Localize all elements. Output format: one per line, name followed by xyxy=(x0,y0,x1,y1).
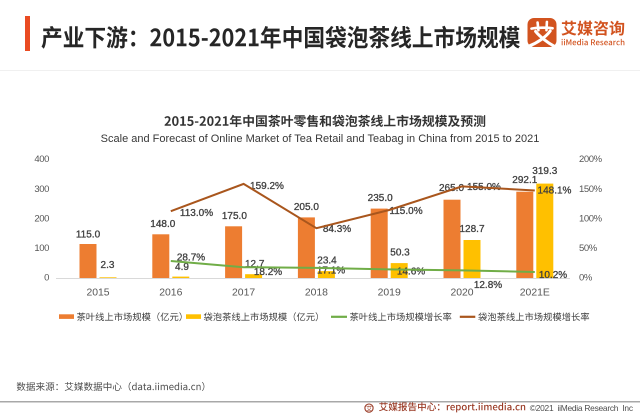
svg-text:400: 400 xyxy=(34,154,49,165)
svg-text:100%: 100% xyxy=(579,213,603,224)
svg-text:0: 0 xyxy=(44,272,49,283)
svg-text:319.3: 319.3 xyxy=(532,166,557,177)
svg-text:50%: 50% xyxy=(579,243,598,254)
svg-text:200%: 200% xyxy=(579,154,603,165)
svg-text:2.3: 2.3 xyxy=(101,260,115,271)
svg-text:205.0: 205.0 xyxy=(294,202,319,213)
svg-text:23.4: 23.4 xyxy=(317,256,337,267)
svg-text:84.3%: 84.3% xyxy=(323,224,351,235)
svg-text:2020: 2020 xyxy=(450,287,473,298)
svg-text:159.2%: 159.2% xyxy=(250,181,284,192)
svg-text:17.1%: 17.1% xyxy=(317,266,345,277)
svg-text:148.0: 148.0 xyxy=(150,219,175,230)
svg-text:148.1%: 148.1% xyxy=(538,186,572,197)
svg-text:4.9: 4.9 xyxy=(175,262,189,273)
svg-text:50.3: 50.3 xyxy=(390,248,410,259)
svg-text:100: 100 xyxy=(34,243,49,254)
svg-text:265.0: 265.0 xyxy=(439,183,464,194)
svg-text:18.2%: 18.2% xyxy=(254,267,282,278)
svg-text:200: 200 xyxy=(34,213,49,224)
svg-text:300: 300 xyxy=(34,184,49,195)
svg-text:2019: 2019 xyxy=(378,287,401,298)
svg-text:2018: 2018 xyxy=(305,287,328,298)
svg-text:2015: 2015 xyxy=(86,287,109,298)
svg-text:2021E: 2021E xyxy=(520,287,550,298)
svg-text:2016: 2016 xyxy=(159,287,182,298)
svg-text:235.0: 235.0 xyxy=(368,193,393,204)
svg-text:175.0: 175.0 xyxy=(222,211,247,222)
svg-text:150%: 150% xyxy=(579,184,603,195)
svg-text:0%: 0% xyxy=(579,272,593,283)
svg-text:115.0: 115.0 xyxy=(76,230,101,241)
svg-text:113.0%: 113.0% xyxy=(180,208,213,219)
svg-text:14.6%: 14.6% xyxy=(397,267,425,278)
svg-text:12.8%: 12.8% xyxy=(474,280,502,291)
svg-text:128.7: 128.7 xyxy=(459,224,484,235)
svg-text:12.7: 12.7 xyxy=(245,259,265,270)
svg-text:10.2%: 10.2% xyxy=(539,270,567,281)
svg-text:28.7%: 28.7% xyxy=(177,253,205,264)
svg-text:2017: 2017 xyxy=(232,287,255,298)
svg-text:292.1: 292.1 xyxy=(512,175,537,186)
svg-text:115.0%: 115.0% xyxy=(389,206,422,217)
